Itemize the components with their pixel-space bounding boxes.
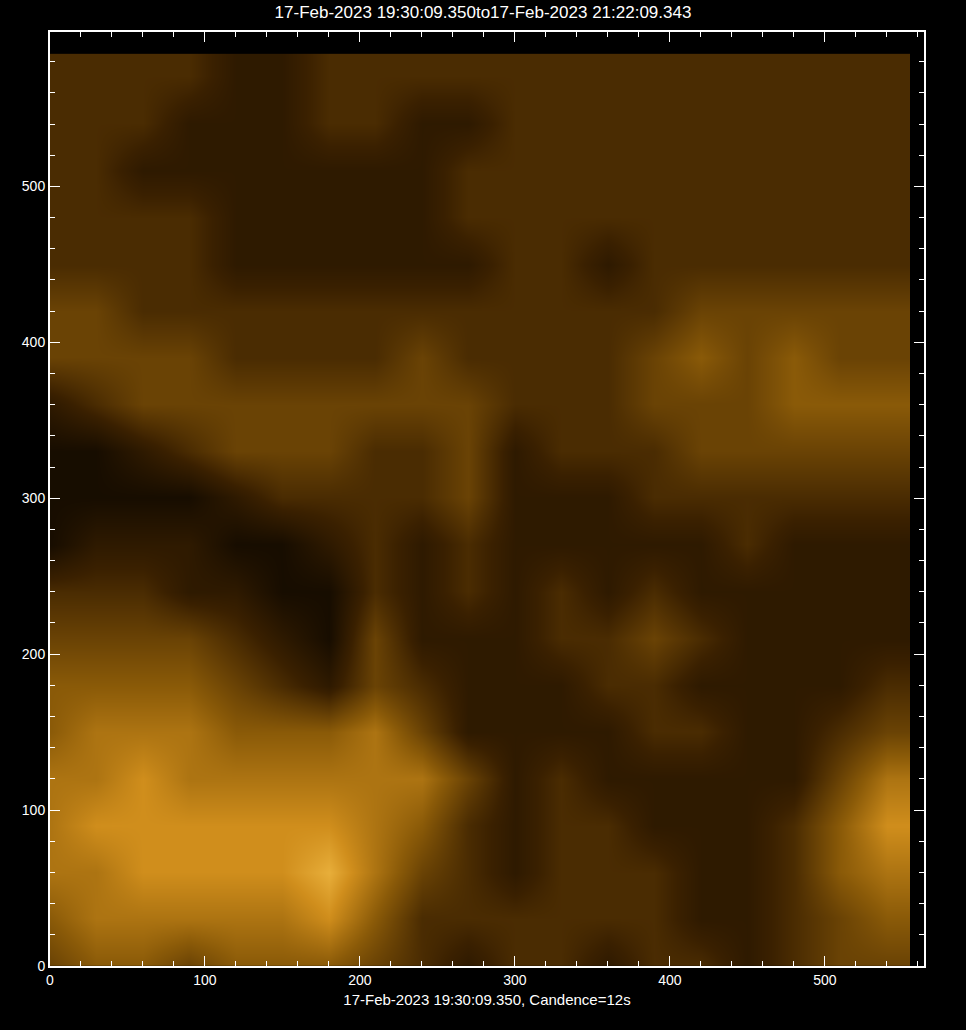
svg-text:200: 200 (22, 646, 46, 662)
svg-text:0: 0 (37, 958, 45, 974)
svg-text:200: 200 (348, 972, 372, 988)
svg-text:300: 300 (503, 972, 527, 988)
svg-text:17-Feb-2023 19:30:09.350to17-F: 17-Feb-2023 19:30:09.350to17-Feb-2023 21… (275, 3, 692, 22)
svg-text:300: 300 (22, 490, 46, 506)
svg-text:400: 400 (658, 972, 682, 988)
svg-text:400: 400 (22, 334, 46, 350)
svg-text:500: 500 (813, 972, 837, 988)
svg-text:100: 100 (22, 802, 46, 818)
svg-text:17-Feb-2023 19:30:09.350, Cand: 17-Feb-2023 19:30:09.350, Candence=12s (343, 991, 630, 1008)
svg-text:0: 0 (46, 972, 54, 988)
svg-text:500: 500 (22, 178, 46, 194)
svg-text:100: 100 (193, 972, 217, 988)
